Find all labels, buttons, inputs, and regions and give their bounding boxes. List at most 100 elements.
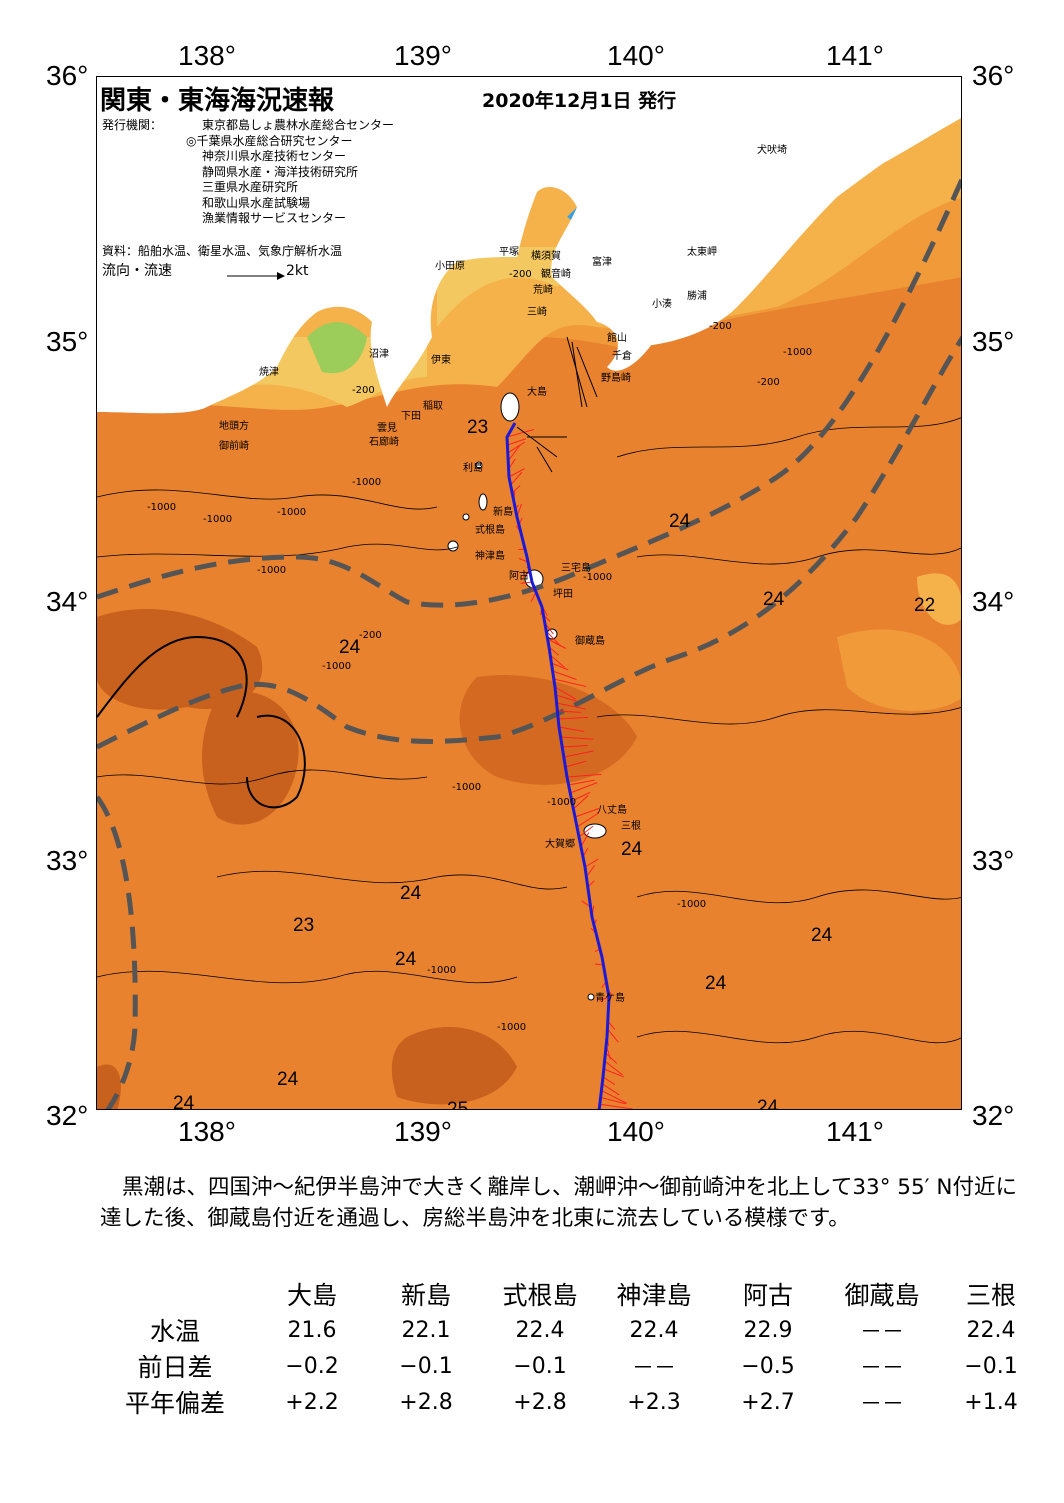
- island-shikinejima: [462, 513, 470, 521]
- island-oshima: [500, 392, 520, 422]
- current-vector: [545, 630, 561, 647]
- land-boso: [615, 77, 961, 347]
- lat-label-left-36: 36°: [46, 60, 89, 91]
- current-vector: [558, 726, 585, 733]
- table-cell: 22.4: [629, 1317, 679, 1343]
- front-line-north: [97, 175, 961, 608]
- contour-label: -1000: [147, 502, 177, 513]
- table-cell: −0.1: [513, 1353, 567, 1379]
- table-cell: －－: [631, 1356, 676, 1381]
- publisher-item: 漁業情報サービスセンター: [202, 211, 347, 225]
- table-cell: +2.8: [399, 1389, 453, 1415]
- place-aogashima: 青ケ島: [595, 993, 625, 1004]
- isotherm-line: [636, 1030, 961, 1044]
- table-cell: 22.4: [966, 1317, 1016, 1343]
- sea-zone-dark-1: [97, 608, 263, 710]
- current-vector: [520, 581, 533, 584]
- current-vector: [551, 662, 569, 671]
- lat-label-right-35: 35°: [972, 326, 1015, 357]
- island-kozushima: [447, 540, 459, 552]
- station-header: 三根: [965, 1281, 1016, 1310]
- temp-label: 24: [757, 1097, 779, 1110]
- lat-label-left-32: 32°: [46, 1100, 89, 1131]
- publisher-item: 三重県水産研究所: [202, 180, 299, 194]
- current-vector: [568, 779, 595, 786]
- contour-label: -1000: [497, 1022, 527, 1033]
- place-oshima: 大島: [527, 387, 547, 398]
- temp-label: 24: [669, 511, 691, 532]
- publisher-item: 静岡県水産・海洋技術研究所: [202, 164, 359, 179]
- front-line-middle: [97, 335, 961, 750]
- table-cell: +1.4: [964, 1389, 1018, 1415]
- temp-label: 24: [339, 637, 361, 658]
- isotherm-line: [636, 889, 961, 904]
- issue-date: 2020年12月1日 発行: [482, 90, 677, 112]
- current-vector: [565, 760, 587, 768]
- temp-label: 24: [621, 839, 643, 860]
- current-arrow: [571, 341, 583, 408]
- data-sources: 資料：船舶水温、衛星水温、気象庁解析水温: [102, 244, 343, 258]
- table-corner: [95, 1276, 255, 1312]
- table-cell: +2.8: [513, 1389, 567, 1415]
- current-vector: [553, 678, 587, 688]
- sea-zone-dark-3: [459, 675, 637, 785]
- current-vector: [566, 773, 602, 778]
- place-tsubota: 坪田: [553, 589, 573, 600]
- contour-label: -200: [757, 377, 780, 388]
- publishers-list: 東京都島しょ農林水産総合センター ◎千葉県水産総合研究センター 神奈川県水産技術…: [186, 118, 394, 227]
- current-vector: [555, 694, 578, 702]
- table-cell: +2.7: [741, 1389, 795, 1415]
- observation-table: 大島 新島 式根島 神津島 阿古 御蔵島 三根 水温 21.6 22.1 22.…: [95, 1276, 1043, 1420]
- station-header: 阿古: [742, 1281, 793, 1310]
- lat-label-left-33: 33°: [46, 845, 89, 876]
- current-arrows-black: [516, 336, 598, 473]
- temp-label: 24: [277, 1069, 299, 1090]
- current-vector: [557, 710, 582, 713]
- isotherm-line: [97, 543, 458, 558]
- isotherm-line: [97, 769, 428, 785]
- place-tateyama: 館山: [607, 333, 627, 344]
- temp-label: 24: [811, 925, 833, 946]
- lat-label-right-34: 34°: [972, 586, 1015, 617]
- station-header: 御蔵島: [844, 1281, 920, 1310]
- place-misaki: 三崎: [527, 307, 547, 318]
- lat-label-right-33: 33°: [972, 845, 1015, 876]
- table-cell: 21.6: [287, 1317, 337, 1343]
- contour-label: -200: [359, 630, 382, 641]
- place-jitogata: 地頭方: [219, 421, 249, 432]
- publisher-item: ◎千葉県水産総合研究センター: [186, 133, 353, 148]
- lat-label-left-35: 35°: [46, 326, 89, 357]
- flow-scale-label: 2kt: [286, 263, 309, 279]
- sea-zone-mid-east: [837, 629, 961, 711]
- temp-label: 24: [395, 949, 417, 970]
- sea-zone-dark-4: [391, 1027, 517, 1105]
- table-cell: −0.1: [964, 1353, 1018, 1379]
- current-vector: [571, 791, 591, 802]
- table-cell: －－: [859, 1356, 904, 1381]
- isotherm-line-bold: [246, 714, 306, 809]
- contour-label: -1000: [277, 507, 307, 518]
- table-header-row: 大島 新島 式根島 神津島 阿古 御蔵島 三根: [95, 1276, 1043, 1312]
- current-vector: [573, 795, 589, 810]
- current-vector: [554, 686, 577, 700]
- temp-label: 23: [293, 915, 315, 936]
- lon-label-top-141: 141°: [826, 40, 884, 71]
- table-cell: +2.2: [285, 1389, 339, 1415]
- place-irozaki: 石廊崎: [369, 437, 399, 448]
- place-kumomi: 雲見: [377, 423, 397, 434]
- flow-legend-label: 流向・流速: [102, 263, 172, 279]
- contour-label: -1000: [427, 965, 457, 976]
- island-niijima: [478, 493, 488, 511]
- contour-label: -1000: [322, 661, 352, 672]
- table-cell: −0.1: [399, 1353, 453, 1379]
- current-vector: [607, 1028, 619, 1043]
- publishers-label: 発行機関：: [102, 118, 163, 132]
- place-arasaki: 荒崎: [533, 285, 553, 296]
- place-hiratsuka: 平塚: [499, 247, 519, 258]
- place-chikura: 千倉: [612, 351, 632, 362]
- current-vector: [602, 1076, 616, 1086]
- temp-label: 24: [763, 589, 785, 610]
- sea-zone-dark-2: [202, 691, 299, 825]
- current-vector: [585, 864, 596, 878]
- current-vector: [570, 782, 598, 794]
